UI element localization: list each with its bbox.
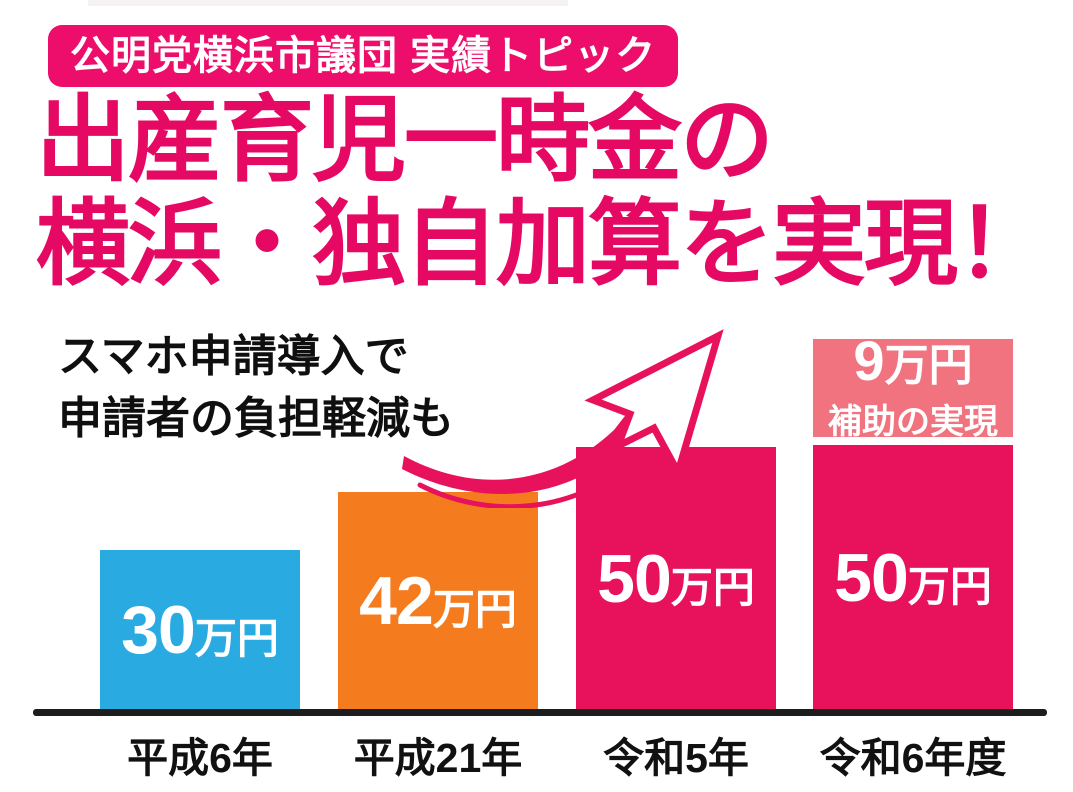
header-badge: 公明党横浜市議団 実績トピック (48, 25, 679, 87)
x-label-heisei21: 平成21年 (353, 735, 523, 781)
title-line-1: 出産育児一時金の (36, 87, 774, 192)
bar-value-unit: 万円 (194, 615, 279, 662)
subsidy-number: 9 (853, 328, 885, 392)
x-axis-line (33, 709, 1047, 716)
growth-arrow-icon (402, 329, 724, 508)
bar-value-number: 30 (121, 592, 196, 668)
subsidy-amount-label: 9万円 (853, 332, 973, 402)
annotation-text: スマホ申請導入で 申請者の負担軽減も (58, 326, 518, 450)
bar-value-unit: 万円 (432, 586, 517, 633)
subsidy-unit: 万円 (884, 340, 973, 390)
bar-value-unit: 万円 (670, 563, 755, 611)
bar-value-number: 42 (359, 563, 434, 639)
x-label-reiwa5: 令和5年 (603, 735, 749, 781)
bar-value-number: 50 (597, 540, 672, 617)
bar-heisei6: 30万円 (100, 550, 300, 710)
bar-value-label: 30万円 (121, 591, 279, 669)
x-label-reiwa6: 令和6年度 (819, 735, 1007, 781)
annotation-line-1: スマホ申請導入で (58, 332, 409, 381)
top-edge-strip (88, 0, 568, 6)
bar-reiwa6: 50万円 (813, 445, 1013, 710)
bar-reiwa6-subsidy-segment: 9万円 補助の実現 (813, 332, 1013, 441)
badge-label: 公明党横浜市議団 実績トピック (70, 34, 657, 78)
x-label-heisei6: 平成6年 (127, 735, 273, 781)
bar-value-unit: 万円 (907, 562, 992, 610)
bar-value-label: 42万円 (359, 562, 517, 640)
annotation-line-2: 申請者の負担軽減も (58, 394, 454, 443)
bar-reiwa5: 50万円 (576, 447, 776, 710)
bar-value-label: 50万円 (834, 539, 992, 617)
title-line-2: 横浜・独自加算を実現！ (36, 191, 1050, 296)
bar-heisei21: 42万円 (338, 492, 538, 710)
bar-value-label: 50万円 (597, 540, 755, 618)
bar-value-number: 50 (834, 539, 909, 616)
subsidy-caption: 補助の実現 (828, 402, 998, 441)
page-title: 出産育児一時金の 横浜・独自加算を実現！ (36, 88, 1066, 296)
